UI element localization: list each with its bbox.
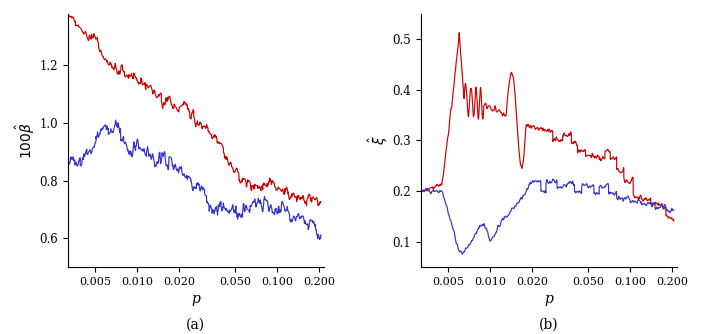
X-axis label: p: p (545, 293, 553, 307)
Y-axis label: $100\hat{\beta}$: $100\hat{\beta}$ (13, 122, 37, 159)
Text: (a): (a) (186, 318, 206, 332)
Text: (b): (b) (539, 318, 559, 332)
X-axis label: p: p (192, 293, 200, 307)
Y-axis label: $\hat{\xi}$: $\hat{\xi}$ (366, 135, 390, 145)
